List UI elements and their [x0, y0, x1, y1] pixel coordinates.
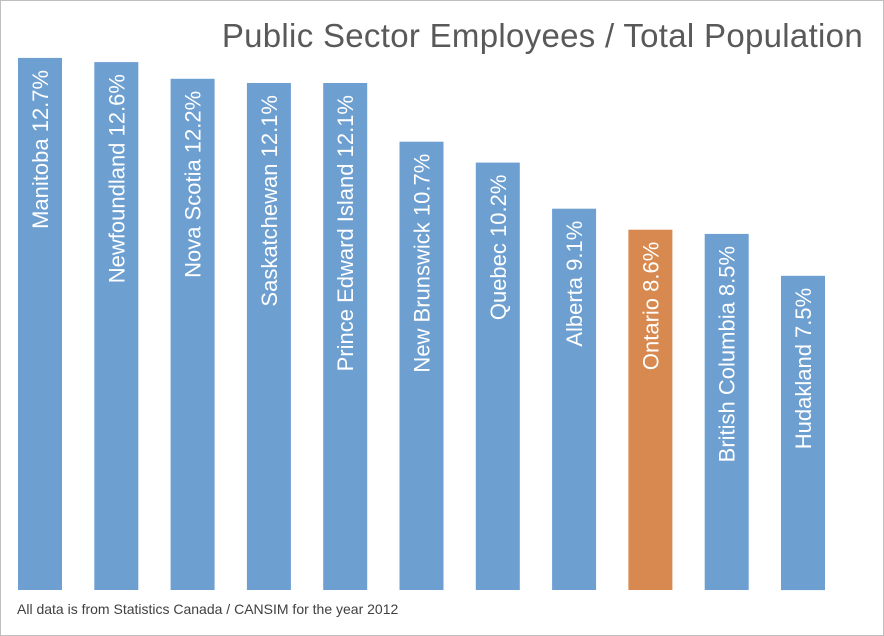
bar-label-british-columbia: British Columbia 8.5%: [715, 246, 740, 462]
data-source-footnote: All data is from Statistics Canada / CAN…: [17, 601, 399, 617]
bar-newfoundland: [94, 62, 139, 591]
bar-label-nova-scotia: Nova Scotia 12.2%: [181, 91, 206, 278]
bar-manitoba: [18, 57, 62, 590]
bar-alberta: [552, 208, 597, 590]
bar-label-manitoba: Manitoba 12.7%: [28, 70, 53, 229]
bar-label-ontario: Ontario 8.6%: [638, 242, 663, 370]
bar-ontario: [628, 229, 673, 590]
bar-label-quebec: Quebec 10.2%: [486, 175, 511, 321]
bar-quebec: [475, 162, 520, 590]
bar-label-prince-edward-island: Prince Edward Island 12.1%: [333, 95, 358, 371]
bar-label-saskatchewan: Saskatchewan 12.1%: [257, 95, 282, 307]
bar-label-hudakland: Hudakland 7.5%: [791, 288, 816, 449]
bar-hudakland: [781, 275, 825, 591]
bar-nova-scotia: [170, 78, 215, 591]
bar-label-newfoundland: Newfoundland 12.6%: [104, 74, 129, 283]
bar-prince-edward-island: [323, 83, 368, 590]
bar-new-brunswick: [399, 141, 444, 590]
chart-title: Public Sector Employees / Total Populati…: [221, 17, 863, 54]
bar-saskatchewan: [246, 83, 291, 590]
bar-label-alberta: Alberta 9.1%: [562, 221, 587, 347]
bar-label-new-brunswick: New Brunswick 10.7%: [410, 154, 435, 373]
bar-british-columbia: [704, 233, 749, 590]
